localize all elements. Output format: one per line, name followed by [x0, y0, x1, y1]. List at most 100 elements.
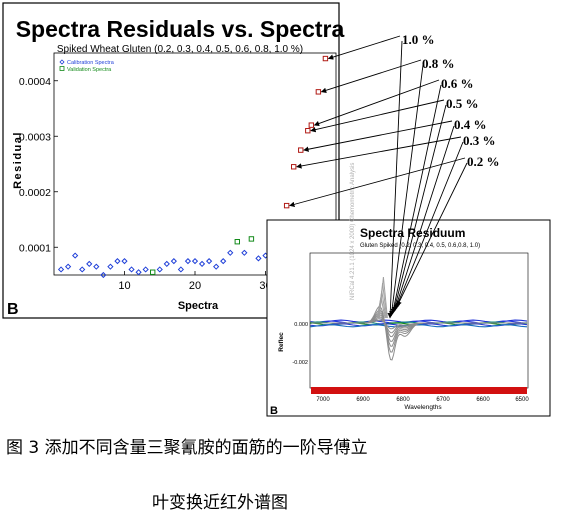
inset-panel-label: B [270, 405, 278, 417]
legend-item-validation: Validation Spectra [59, 66, 112, 73]
label-0-6-percent: 0.6 % [441, 76, 474, 91]
calibration-point [57, 266, 65, 273]
arrow-to-inset [392, 104, 447, 313]
arrow-to-inset [387, 40, 403, 319]
calibration-point [156, 266, 163, 273]
calibration-point [170, 258, 177, 265]
main-panel-label: B [7, 301, 19, 318]
arrow-to-inset [389, 64, 424, 317]
legend-label-validation: Validation Spectra [67, 67, 112, 73]
arrow-to-point [320, 59, 422, 93]
inset-title: Spectra Residuum [360, 226, 465, 240]
inset-x-tick-6900: 6900 [356, 397, 370, 403]
arrow-to-inset [396, 162, 468, 307]
spiked-point [305, 128, 311, 134]
calibration-point [100, 271, 107, 279]
inset-frame [266, 219, 551, 417]
label-0-3-percent: 0.3 % [463, 133, 496, 148]
inset-watermark-text: NIRCal 4.21.1 (1024 x 2000) Chemometric … [350, 163, 356, 300]
calibration-point [72, 252, 79, 259]
calibration-point [213, 263, 220, 270]
calibration-point [220, 258, 227, 265]
y-tick-label: 0.0003 [19, 131, 51, 143]
calibration-point [163, 260, 170, 268]
figure-caption-line2: 叶变换近红外谱图 [152, 493, 288, 513]
inset-y-label: Reflec [278, 332, 285, 352]
inset-x-label: Wavelengths [404, 404, 442, 411]
scatter-points [57, 55, 329, 279]
calibration-point [198, 260, 206, 268]
y-axis-label: Residual [12, 131, 24, 189]
arrow-to-inset [395, 141, 464, 309]
arrow-to-point [303, 120, 453, 152]
spiked-point [291, 164, 297, 170]
legend-marker-calibration [59, 59, 65, 65]
validation-point [248, 236, 255, 242]
inset-spiked-curve [311, 306, 527, 361]
x-axis-label: Spectra [178, 300, 219, 312]
arrow-to-inset [393, 125, 455, 311]
inset-x-tick-6700: 6700 [436, 397, 450, 403]
y-tick-label: 0.0001 [19, 242, 51, 254]
inset-y-tick-1: -0.002 [292, 360, 308, 366]
legend-item-calibration: Calibration Spectra [59, 59, 115, 66]
inset-peak-curve [378, 276, 388, 319]
figure-caption-line1: 图 3 添加不同含量三聚氰胺的面筋的一阶导傅立 [6, 438, 368, 458]
svg-text:NIRCal 4.21.1 (1024 x 2000) Ch: NIRCal 4.21.1 (1024 x 2000) Chemometric … [350, 163, 356, 300]
inset-x-tick-7000: 7000 [316, 397, 330, 403]
concentration-annotations: 1.0 % 0.8 % 0.6 % 0.5 % 0.4 % 0.3 % 0.2 … [402, 32, 500, 169]
legend: Calibration Spectra Validation Spectra [59, 59, 115, 73]
calibration-point [255, 255, 262, 262]
calibration-point [241, 249, 248, 256]
y-tick-label: 0.0002 [19, 187, 51, 199]
calibration-point [114, 258, 121, 265]
calibration-point [93, 263, 100, 270]
arrow-to-point [296, 136, 462, 169]
inset-y-tick-0: 0.000 [294, 322, 308, 328]
label-0-8-percent: 0.8 % [422, 56, 455, 71]
calibration-point [79, 266, 86, 273]
inset-x-tick-6800: 6800 [396, 397, 410, 403]
calibration-point [142, 266, 149, 273]
arrow-to-point [327, 35, 401, 60]
inset-x-tick-6600: 6600 [476, 397, 490, 403]
validation-point [150, 269, 156, 275]
inset-x-ticks: 7000 6900 6800 6700 6600 6500 [316, 397, 529, 403]
calibration-point [86, 260, 93, 268]
spiked-point [298, 147, 304, 153]
spiked-point [315, 89, 322, 95]
spiked-point [283, 202, 290, 209]
main-chart-subtitle: Spiked Wheat Gluten (0.2, 0.3, 0.4, 0.5,… [57, 44, 303, 55]
arrow-to-point [289, 157, 466, 207]
legend-label-calibration: Calibration Spectra [67, 60, 115, 66]
calibration-point [135, 269, 142, 276]
calibration-point [177, 266, 185, 273]
calibration-point [107, 263, 114, 270]
annotation-arrows [289, 35, 468, 319]
x-tick-label: 20 [189, 280, 201, 292]
calibration-point [64, 263, 72, 270]
label-1-0-percent: 1.0 % [402, 32, 435, 47]
inset-spectra-curves [310, 276, 528, 361]
calibration-point [191, 258, 199, 265]
validation-point [234, 239, 241, 245]
label-0-2-percent: 0.2 % [467, 154, 500, 169]
calibration-point [205, 258, 213, 265]
inset-x-tick-6500: 6500 [515, 397, 529, 403]
legend-marker-validation [59, 66, 65, 71]
calibration-point [184, 258, 192, 265]
arrow-to-point [313, 79, 440, 127]
arrow-to-point [310, 99, 445, 133]
spiked-point [322, 55, 329, 62]
x-tick-label: 10 [118, 280, 130, 292]
calibration-point [128, 266, 135, 273]
label-0-5-percent: 0.5 % [446, 96, 479, 111]
inset-wavelength-bar [311, 387, 527, 394]
arrow-to-inset [390, 84, 442, 315]
calibration-point [227, 249, 234, 256]
label-0-4-percent: 0.4 % [454, 117, 487, 132]
main-chart-title: Spectra Residuals vs. Spectra [16, 16, 345, 42]
inset-subtitle: Gluten Spiked (0.2, 0.3, 0.4, 0.5, 0.6,0… [360, 243, 480, 249]
